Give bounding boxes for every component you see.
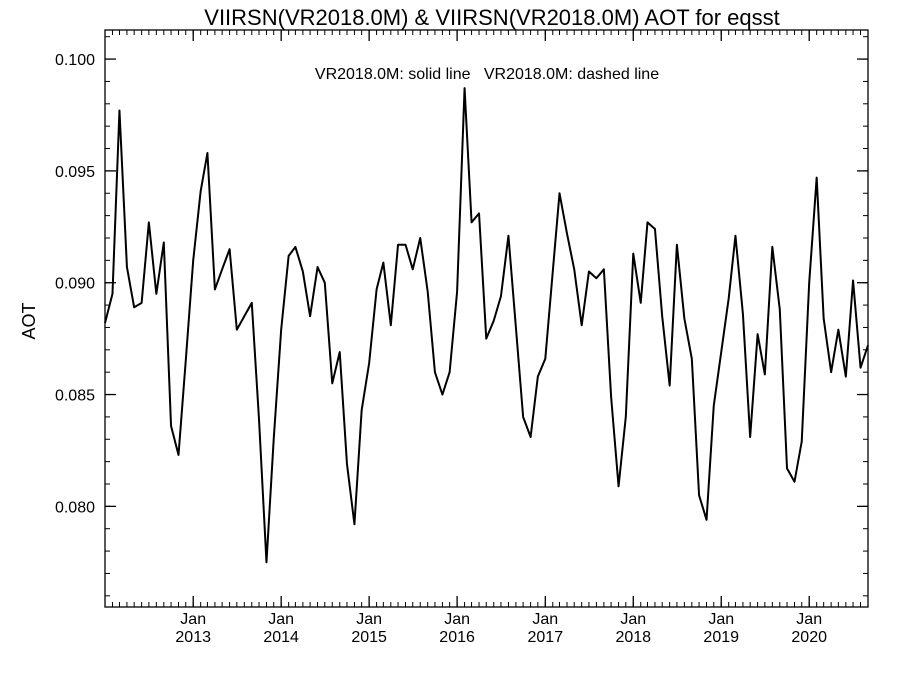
x-tick-labels: Jan2013Jan2014Jan2015Jan2016Jan2017Jan20… <box>175 611 827 646</box>
y-tick-labels: 0.080 0.085 0.090 0.095 0.100 <box>55 52 95 516</box>
x-tick-label-month: Jan <box>356 611 382 628</box>
plot-frame <box>104 29 869 608</box>
x-tick-label-month: Jan <box>620 611 646 628</box>
x-tick-label-year: 2016 <box>439 629 475 646</box>
line-style-note: VR2018.0M: solid line VR2018.0M: dashed … <box>315 66 659 83</box>
x-tick-label-month: Jan <box>796 611 822 628</box>
y-axis-label: AOT <box>19 302 39 339</box>
x-tick-label-year: 2020 <box>791 629 827 646</box>
series-line-solid <box>104 87 869 564</box>
y-tick-label: 0.100 <box>55 52 95 69</box>
x-tick-label-month: Jan <box>444 611 470 628</box>
chart-title: VIIRSN(VR2018.0M) & VIIRSN(VR2018.0M) AO… <box>204 5 779 30</box>
x-tick-label-year: 2014 <box>263 629 299 646</box>
x-tick-label-month: Jan <box>708 611 734 628</box>
x-tick-label-year: 2017 <box>528 629 564 646</box>
y-tick-label: 0.085 <box>55 388 95 405</box>
x-tick-label-year: 2013 <box>175 629 211 646</box>
y-tick-label: 0.080 <box>55 499 95 516</box>
x-tick-label-month: Jan <box>532 611 558 628</box>
axis-ticks <box>104 30 869 607</box>
x-tick-label-year: 2019 <box>703 629 739 646</box>
y-tick-label: 0.095 <box>55 164 95 181</box>
x-tick-label-month: Jan <box>180 611 206 628</box>
y-tick-label: 0.090 <box>55 276 95 293</box>
x-tick-label-year: 2018 <box>615 629 651 646</box>
x-tick-label-month: Jan <box>268 611 294 628</box>
x-tick-label-year: 2015 <box>351 629 387 646</box>
